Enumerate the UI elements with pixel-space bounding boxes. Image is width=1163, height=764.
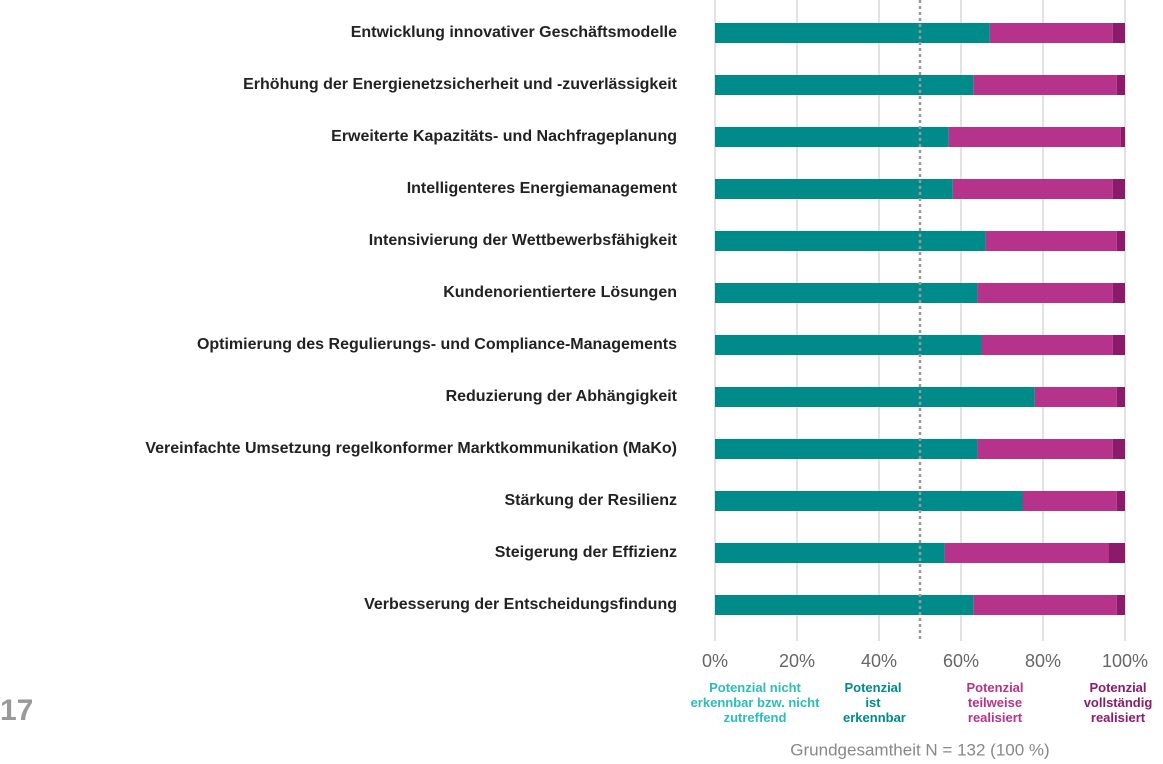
category-label: Steigerung der Effizienz bbox=[495, 544, 677, 561]
bar-segment bbox=[715, 179, 953, 199]
bar-segment bbox=[715, 75, 973, 95]
bar-segment bbox=[1113, 439, 1125, 459]
bar-segment bbox=[982, 335, 1113, 355]
bar-segment bbox=[973, 595, 1117, 615]
category-label: Erweiterte Kapazitäts- und Nachfrageplan… bbox=[331, 128, 677, 145]
bar-segment bbox=[977, 439, 1112, 459]
bar-segment bbox=[1117, 595, 1125, 615]
x-tick-label: 100% bbox=[1102, 651, 1148, 671]
category-label: Reduzierung der Abhängigkeit bbox=[446, 388, 678, 405]
bar-segment bbox=[953, 179, 1113, 199]
bar-segment bbox=[1117, 75, 1125, 95]
category-label: Intelligenteres Energiemanagement bbox=[407, 180, 678, 197]
x-tick-label: 40% bbox=[861, 651, 897, 671]
bar-segment bbox=[1117, 491, 1125, 511]
page: 17 Grundgesamtheit N = 132 (100 %) 0% 20%… bbox=[0, 0, 1163, 764]
legend-entry: Potenzial ist erkennbar bbox=[843, 680, 903, 725]
bar-segment bbox=[986, 231, 1117, 251]
legend-entry: Potenzial vollständig realisiert bbox=[1078, 680, 1158, 725]
x-tick-label: 20% bbox=[779, 651, 815, 671]
x-tick-label: 80% bbox=[1025, 651, 1061, 671]
category-label: Kundenorientiertere Lösungen bbox=[443, 284, 677, 301]
bar-segment bbox=[1113, 283, 1125, 303]
bar-segment bbox=[1113, 335, 1125, 355]
bar-segment bbox=[1109, 543, 1125, 563]
legend-entry: Potenzial nicht erkennbar bzw. nicht zut… bbox=[688, 680, 823, 725]
bar-segment bbox=[715, 283, 977, 303]
x-tick-label: 60% bbox=[943, 651, 979, 671]
bar-segment bbox=[1117, 231, 1125, 251]
legend-entry: Potenzial teilweise realisiert bbox=[955, 680, 1035, 725]
bar-segment bbox=[949, 127, 1121, 147]
chart: 17 Grundgesamtheit N = 132 (100 %) 0% 20%… bbox=[0, 0, 1163, 764]
bar-segment bbox=[715, 387, 1035, 407]
bar-segment bbox=[715, 491, 1023, 511]
bar-segment bbox=[1121, 127, 1125, 147]
bar-segment bbox=[715, 335, 982, 355]
bar-segment bbox=[1035, 387, 1117, 407]
category-label: Verbesserung der Entscheidungsfindung bbox=[364, 596, 677, 613]
category-label: Intensivierung der Wettbewerbsfähigkeit bbox=[369, 232, 678, 249]
bar-segment bbox=[1113, 23, 1125, 43]
x-tick-label: 0% bbox=[702, 651, 728, 671]
category-label: Entwicklung innovativer Geschäftsmodelle bbox=[351, 24, 677, 41]
bar-segment bbox=[1117, 387, 1125, 407]
bar-segment bbox=[715, 543, 945, 563]
bar-segment bbox=[1023, 491, 1117, 511]
bar-segment bbox=[715, 439, 977, 459]
bar-segment bbox=[945, 543, 1109, 563]
bar-segment bbox=[715, 231, 986, 251]
note: Grundgesamtheit N = 132 (100 %) bbox=[790, 740, 1049, 759]
category-label: Vereinfachte Umsetzung regelkonformer Ma… bbox=[145, 440, 677, 457]
bar-segment bbox=[977, 283, 1112, 303]
category-label: Erhöhung der Energienetzsicherheit und -… bbox=[243, 76, 678, 93]
category-label: Optimierung des Regulierungs- und Compli… bbox=[197, 336, 677, 353]
bar-segment bbox=[715, 23, 990, 43]
category-label: Stärkung der Resilienz bbox=[505, 492, 678, 509]
bar-segment bbox=[973, 75, 1117, 95]
bar-segment bbox=[1113, 179, 1125, 199]
bar-segment bbox=[990, 23, 1113, 43]
bar-segment bbox=[715, 595, 973, 615]
page-number: 17 bbox=[0, 694, 33, 727]
bar-segment bbox=[715, 127, 949, 147]
